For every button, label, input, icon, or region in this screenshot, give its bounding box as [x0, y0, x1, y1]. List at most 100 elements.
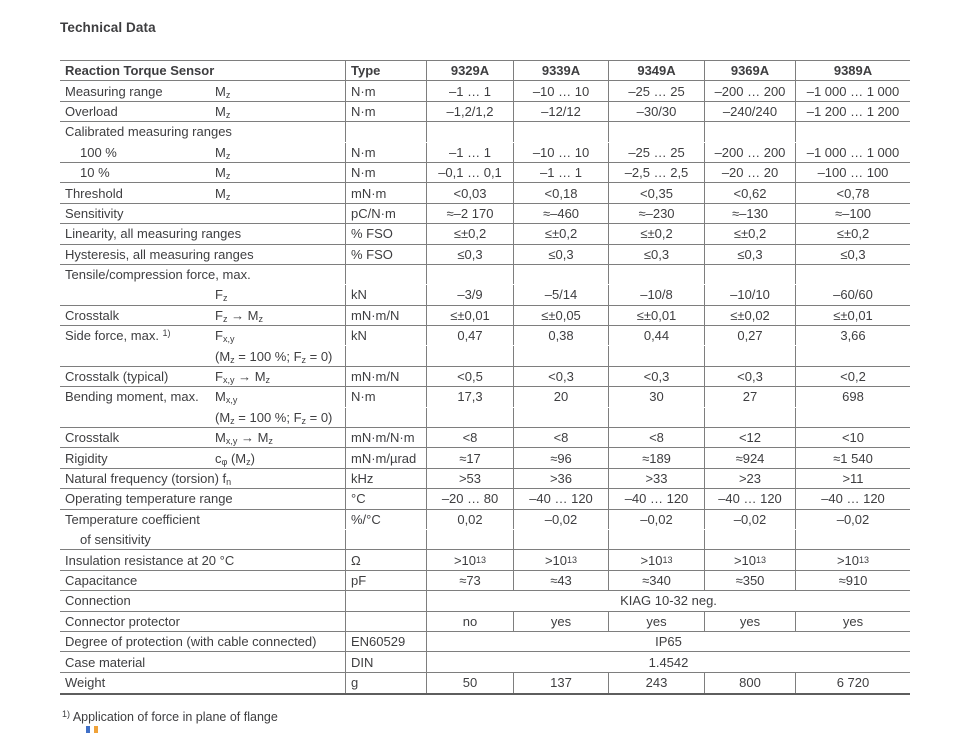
unit-cell [345, 122, 426, 142]
unit-cell: % FSO [345, 224, 426, 244]
unit-cell [345, 407, 426, 428]
value-cell: ≤±0,2 [795, 224, 910, 244]
value-cell: –3/9 [426, 285, 513, 305]
row-parameter-cell: Temperature coefficient [60, 510, 345, 529]
value-cell: ≈43 [513, 570, 608, 591]
value-cell: –1,2/1,2 [426, 101, 513, 122]
value-cell: ≈924 [704, 448, 795, 468]
value-cell: ≤0,3 [795, 244, 910, 264]
value-cell: 0,47 [426, 326, 513, 346]
value-cell [513, 529, 608, 550]
value-cell: ≈96 [513, 448, 608, 468]
unit-cell: mN·m/N·m [345, 428, 426, 448]
value-cell: >23 [704, 468, 795, 489]
value-cell [608, 264, 704, 285]
value-cell: ≤±0,01 [608, 305, 704, 326]
value-cell: ≈73 [426, 570, 513, 591]
table-row: Weight g 50 137 243 800 6 720 [60, 672, 910, 694]
row-parameter-cell: Threshold Mz [60, 183, 345, 202]
value-cell [795, 122, 910, 142]
row-parameter-cell: Hysteresis, all measuring ranges [60, 245, 345, 264]
row-parameter-cell: Side force, max. 1) Fx,y [60, 326, 345, 345]
row-label: Crosstalk [65, 430, 120, 446]
header-model-label: 9389A [795, 61, 910, 81]
value-cell: ≤0,3 [426, 244, 513, 264]
row-parameter-cell: Capacitance [60, 571, 345, 590]
value-cell: ≈–460 [513, 203, 608, 224]
row-symbol: Mx,y [215, 389, 238, 406]
value-cell [704, 122, 795, 142]
row-label: Calibrated measuring ranges [65, 124, 232, 140]
table-row: Linearity, all measuring ranges% FSO ≤±0,… [60, 224, 910, 245]
value-cell [426, 264, 513, 285]
value-cell: ≈340 [608, 570, 704, 591]
value-cell: >10 13 [704, 550, 795, 570]
row-parameter-cell: Crosstalk Fz → Mz [60, 306, 345, 325]
row-label: Side force, max. 1) [65, 328, 171, 344]
header-model-label: 9369A [704, 61, 795, 81]
value-cell [608, 122, 704, 142]
row-label: 100 % [80, 144, 117, 160]
row-parameter-cell: Insulation resistance at 20 °C [60, 550, 345, 569]
row-parameter-cell: (Mz = 100 %; Fz = 0) [60, 346, 345, 365]
row-symbol: Fz [215, 287, 228, 304]
value-cell [608, 407, 704, 428]
value-cell: <0,5 [426, 366, 513, 387]
table-row: Capacitance pF ≈73 ≈43 ≈340 ≈350 ≈910 [60, 570, 910, 592]
row-label: Bending moment, max. [65, 389, 199, 405]
value-cell: ≤±0,2 [608, 224, 704, 244]
value-cell: yes [795, 611, 910, 631]
unit-cell: pF [345, 570, 426, 591]
value-cell: –60/60 [795, 285, 910, 305]
value-cell: >10 13 [513, 550, 608, 570]
table-row: Overload Mz N·m –1,2/1,2 –12/12 –30/30 –240/24… [60, 101, 910, 123]
row-label: Weight [65, 675, 106, 691]
table-row: Crosstalk (typical) Fx,y → Mz mN·m/N <0,5 <0… [60, 366, 910, 388]
header-type-label: Type [345, 61, 426, 81]
value-cell: ≈17 [426, 448, 513, 468]
row-symbol: Mz [215, 83, 231, 100]
row-parameter-cell: Case material [60, 652, 345, 671]
value-cell: 50 [426, 672, 513, 694]
value-cell: ≤±0,01 [426, 305, 513, 326]
row-label: Sensitivity [65, 205, 124, 221]
value-cell [426, 122, 513, 142]
table-row: Bending moment, max. Mx,y N·m 17,3 20 30 27 698 [60, 387, 910, 407]
value-cell: <8 [513, 428, 608, 448]
table-row: Insulation resistance at 20 °C Ω >10 13 >10 1… [60, 550, 910, 571]
row-label: Temperature coefficient [65, 511, 200, 527]
value-cell-span: KIAG 10-32 neg. [426, 591, 910, 611]
unit-cell [345, 264, 426, 285]
value-cell: 0,44 [608, 326, 704, 346]
row-parameter-cell: Tensile/compression force, max. [60, 265, 345, 284]
value-cell: ≈–2 170 [426, 203, 513, 224]
unit-cell: mN·m [345, 183, 426, 203]
unit-cell: kHz [345, 468, 426, 489]
value-cell [513, 122, 608, 142]
value-cell: <0,3 [704, 366, 795, 387]
table-row: 10 % Mz N·m –0,1 … 0,1 –1 … 1 –2,5 … 2,5 –20 …… [60, 162, 910, 184]
table-row: Tensile/compression force, max. [60, 264, 910, 285]
value-cell: yes [513, 611, 608, 631]
value-cell: –20 … 20 [704, 162, 795, 183]
row-label: of sensitivity [80, 532, 151, 548]
value-cell [795, 529, 910, 550]
value-cell: no [426, 611, 513, 631]
value-cell: –25 … 25 [608, 81, 704, 101]
unit-cell: °C [345, 489, 426, 509]
table-row: Operating temperature range °C –20 … 80 –40… [60, 489, 910, 510]
table-row: Rigidity cφ (Mz) mN·m/µrad ≈17 ≈96 ≈189 ≈924 ≈1… [60, 448, 910, 469]
row-symbol: Fx,y [215, 328, 235, 345]
row-parameter-cell: Connection [60, 591, 345, 610]
value-cell: –10 … 10 [513, 142, 608, 162]
row-parameter-cell: Operating temperature range [60, 489, 345, 508]
unit-cell: N·m [345, 101, 426, 122]
value-cell: ≈1 540 [795, 448, 910, 468]
unit-cell: EN60529 [345, 631, 426, 652]
value-cell: >10 13 [608, 550, 704, 570]
row-label: Operating temperature range [65, 491, 233, 507]
unit-cell: mN·m/N [345, 366, 426, 387]
table-row: Crosstalk Fz → Mz mN·m/N ≤±0,01 ≤±0,05 ≤±0,01… [60, 305, 910, 327]
value-cell: –10/10 [704, 285, 795, 305]
